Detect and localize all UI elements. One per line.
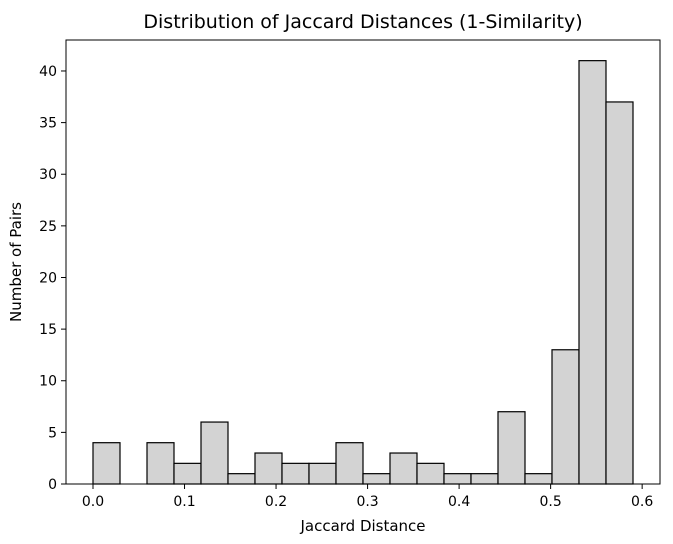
x-axis-ticks: 0.0 0.1 0.2 0.3 0.4 0.5 0.6	[82, 484, 653, 510]
y-tick-label: 20	[39, 270, 57, 286]
x-tick-label: 0.6	[631, 494, 653, 510]
histogram-bar	[308, 462, 337, 485]
histogram-bar	[254, 452, 283, 485]
histogram-bar	[281, 462, 310, 485]
x-tick-label: 0.1	[173, 494, 195, 510]
x-tick-label: 0.5	[539, 494, 561, 510]
chart-title: Distribution of Jaccard Distances (1-Sim…	[143, 11, 582, 33]
x-tick-label: 0.4	[448, 494, 470, 510]
histogram-bar	[443, 473, 472, 485]
y-tick-label: 5	[48, 425, 57, 441]
x-tick-label: 0.0	[82, 494, 104, 510]
histogram-bar	[227, 473, 256, 485]
histogram-bar	[524, 473, 553, 485]
plot-frame	[65, 39, 661, 485]
x-tick-label: 0.2	[265, 494, 287, 510]
histogram-bar	[470, 473, 499, 485]
histogram-bar	[389, 452, 418, 485]
y-tick-label: 0	[48, 477, 57, 493]
x-axis-label: Jaccard Distance	[299, 517, 425, 535]
histogram-bar	[200, 421, 229, 485]
histogram-bar	[605, 101, 634, 485]
histogram-bar	[551, 349, 580, 485]
histogram-bar	[92, 442, 121, 485]
y-tick-label: 10	[39, 374, 57, 390]
y-tick-label: 25	[39, 219, 57, 235]
y-tick-label: 40	[39, 64, 57, 80]
histogram-bar	[335, 442, 364, 485]
y-axis-ticks: 0 5 10 15 20 25 30 35 40	[39, 64, 66, 493]
y-axis-label: Number of Pairs	[7, 202, 25, 322]
histogram-bar	[146, 442, 175, 485]
histogram-bar	[497, 411, 526, 485]
histogram-bar	[416, 462, 445, 485]
histogram-bar	[578, 60, 607, 485]
y-tick-label: 35	[39, 116, 57, 132]
y-tick-label: 15	[39, 322, 57, 338]
histogram-bar	[173, 462, 202, 485]
histogram-bar	[362, 473, 391, 485]
bars-group	[92, 60, 634, 485]
x-tick-label: 0.3	[356, 494, 378, 510]
y-tick-label: 30	[39, 167, 57, 183]
